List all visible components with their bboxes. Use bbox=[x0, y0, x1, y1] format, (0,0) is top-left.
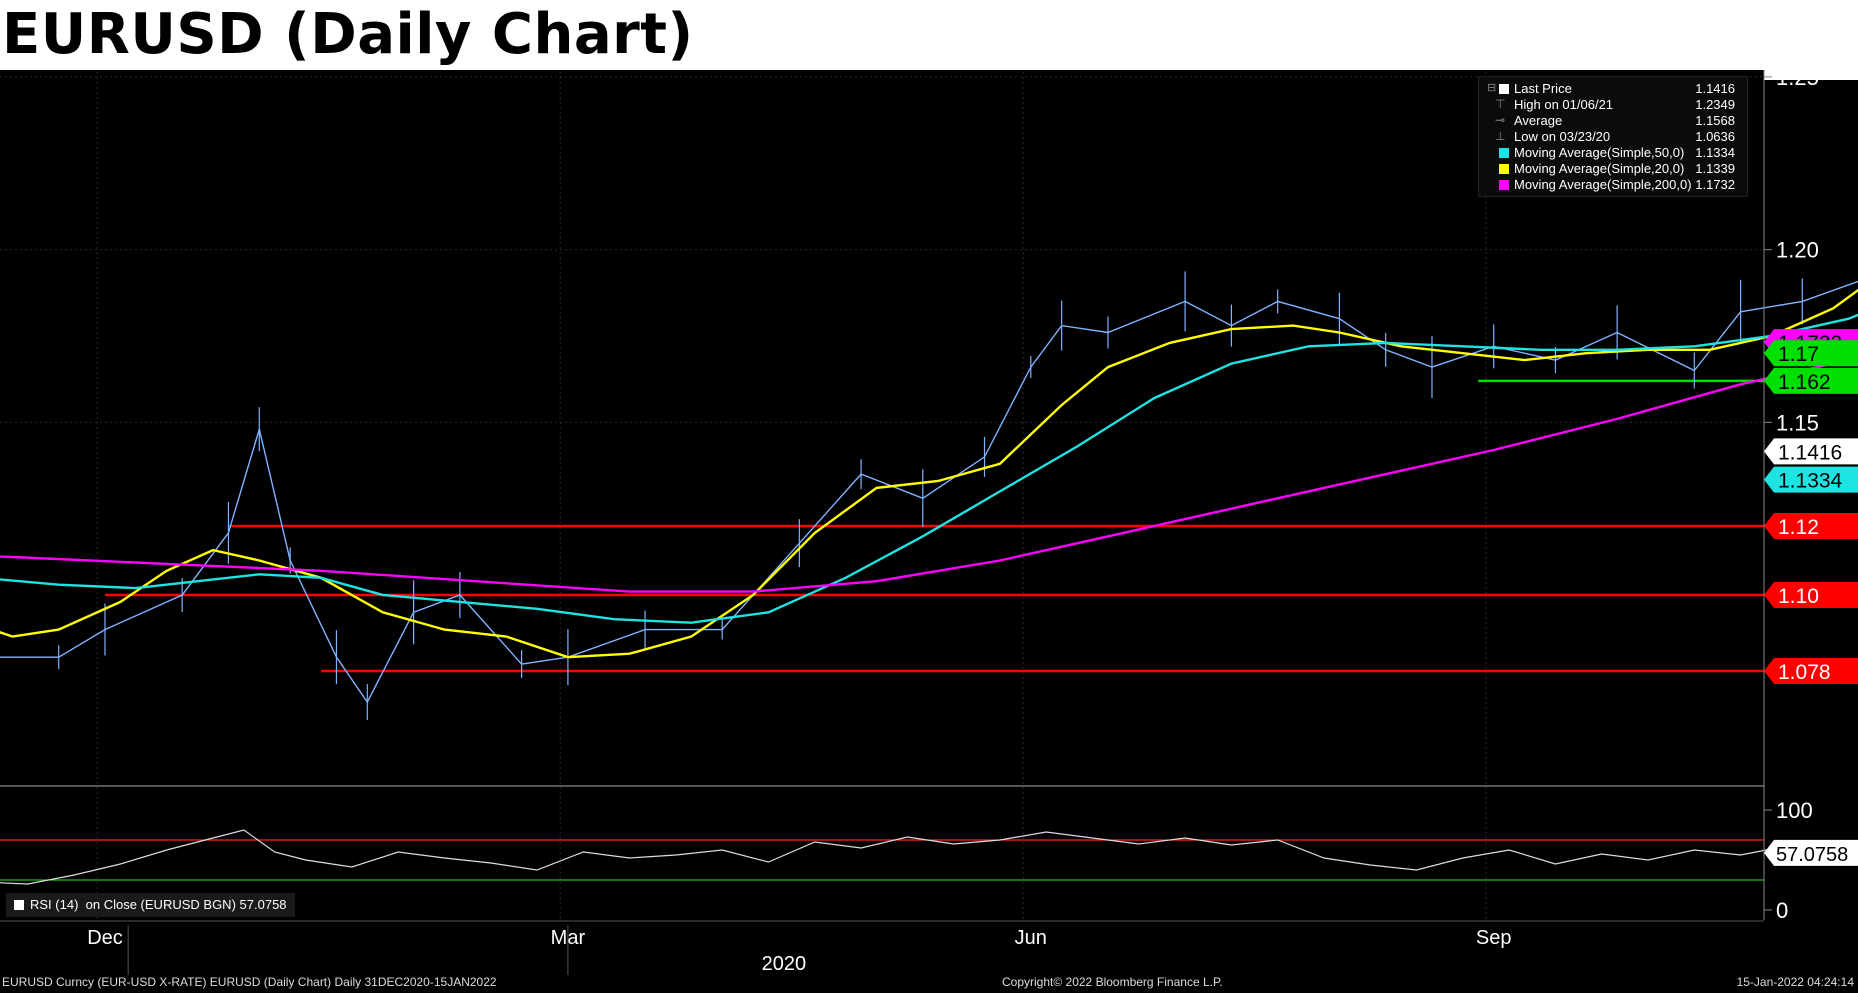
x-tick-label: Dec bbox=[87, 927, 123, 949]
axes: 1.25 1.20 1.15 bbox=[1763, 70, 1819, 920]
price-line bbox=[0, 280, 1858, 704]
legend-value: 1.1334 bbox=[1695, 145, 1735, 160]
rsi-label-text: on Close (EURUSD BGN) bbox=[85, 897, 236, 912]
value-tag-bg bbox=[1764, 466, 1858, 493]
main-plot-area bbox=[0, 70, 1764, 785]
y-tick-label: 1.20 bbox=[1776, 238, 1819, 263]
legend-label: Moving Average(Simple,50,0) bbox=[1514, 145, 1685, 160]
legend-label: Average bbox=[1514, 113, 1563, 128]
value-tag-text: 1.1334 bbox=[1778, 470, 1843, 493]
legend-swatch bbox=[1499, 84, 1509, 94]
legend-row: Moving Average(Simple,20,0) 1.1339 bbox=[1479, 161, 1747, 177]
avg-marker-icon: ⊸ bbox=[1495, 113, 1506, 127]
rsi-tick-label: 0 bbox=[1776, 898, 1788, 923]
legend: ⊟ Last Price 1.1416 ⊤ High on 01/06/21 1.2349… bbox=[1478, 76, 1748, 197]
level-tag-bg bbox=[1764, 340, 1858, 367]
level-tag-text: 1.10 bbox=[1778, 585, 1819, 608]
level-tag-bg bbox=[1764, 658, 1858, 685]
legend-swatch bbox=[1499, 164, 1509, 174]
footer-center: Copyright© 2022 Bloomberg Finance L.P. bbox=[1002, 975, 1223, 989]
price-chart: 1.25 1.20 1.15 1.1416 1.1334 1.1732 1.17 1.162… bbox=[0, 70, 1858, 975]
legend-value: 1.0636 bbox=[1695, 129, 1735, 144]
legend-label: Moving Average(Simple,200,0) bbox=[1514, 177, 1692, 192]
legend-label: Last Price bbox=[1514, 81, 1572, 96]
collapse-icon[interactable]: ⊟ bbox=[1487, 82, 1497, 94]
rsi-value-tag-bg bbox=[1764, 839, 1858, 866]
legend-value: 1.1568 bbox=[1695, 113, 1735, 128]
footer-right: 15-Jan-2022 04:24:14 bbox=[1736, 975, 1854, 989]
x-axis: DecMarJunSepDecMarJunSepDecMarJun2019202… bbox=[87, 925, 1512, 975]
legend-swatch bbox=[1499, 180, 1509, 190]
rsi-label-name: RSI (14) bbox=[30, 897, 79, 912]
rsi-tick-label: 100 bbox=[1776, 798, 1813, 823]
legend-row: Moving Average(Simple,200,0) 1.1732 bbox=[1479, 177, 1747, 193]
legend-label: High on 01/06/21 bbox=[1514, 97, 1614, 112]
ma200-line bbox=[0, 356, 1858, 593]
rsi-label: RSI (14) on Close (EURUSD BGN) 57.0758 bbox=[6, 893, 295, 917]
level-tag-text: 1.17 bbox=[1778, 343, 1819, 366]
chart-title: EURUSD (Daily Chart) bbox=[2, 2, 694, 67]
high-marker-icon: ⊤ bbox=[1495, 97, 1506, 111]
legend-row: ⊥ Low on 03/23/20 1.0636 bbox=[1479, 129, 1747, 145]
level-tag-bg bbox=[1764, 367, 1858, 394]
legend-value: 1.1416 bbox=[1695, 81, 1735, 96]
y-tick-label: 1.25 bbox=[1776, 70, 1819, 90]
level-tag-text: 1.078 bbox=[1778, 661, 1831, 684]
rsi-swatch bbox=[14, 900, 24, 910]
legend-row: ⊟ Last Price 1.1416 bbox=[1479, 81, 1747, 97]
level-tag-text: 1.12 bbox=[1778, 516, 1819, 539]
chart-frame bbox=[0, 70, 1764, 922]
level-tag-bg bbox=[1764, 512, 1858, 539]
low-marker-icon: ⊥ bbox=[1495, 129, 1506, 143]
legend-swatch bbox=[1499, 148, 1509, 158]
rsi-panel: 100 0 57.0758 bbox=[0, 790, 1858, 923]
legend-label: Low on 03/23/20 bbox=[1514, 129, 1611, 144]
value-tag-text: 1.1416 bbox=[1778, 441, 1842, 464]
x-tick-label: Jun bbox=[1015, 927, 1047, 949]
legend-value: 1.1339 bbox=[1695, 161, 1735, 176]
legend-value: 1.1732 bbox=[1695, 177, 1735, 192]
value-tag-bg bbox=[1764, 438, 1858, 465]
x-year-label: 2020 bbox=[762, 953, 807, 975]
x-tick-label: Sep bbox=[1476, 927, 1512, 949]
rsi-label-value: 57.0758 bbox=[239, 897, 287, 912]
title-band bbox=[0, 0, 1858, 80]
rsi-value-tag-text: 57.0758 bbox=[1776, 844, 1848, 866]
legend-label: Moving Average(Simple,20,0) bbox=[1514, 161, 1685, 176]
legend-row: Moving Average(Simple,50,0) 1.1334 bbox=[1479, 145, 1747, 161]
footer-left: EURUSD Curncy (EUR-USD X-RATE) EURUSD (D… bbox=[2, 975, 497, 989]
legend-value: 1.2349 bbox=[1695, 97, 1735, 112]
legend-row: ⊤ High on 01/06/21 1.2349 bbox=[1479, 97, 1747, 113]
level-tag-text: 1.162 bbox=[1778, 371, 1831, 394]
ma20-line bbox=[0, 288, 1858, 659]
level-tag-bg bbox=[1764, 582, 1858, 609]
legend-row: ⊸ Average 1.1568 bbox=[1479, 113, 1747, 129]
rsi-line bbox=[0, 829, 1858, 885]
grid bbox=[0, 72, 1764, 920]
y-tick-label: 1.15 bbox=[1776, 410, 1819, 435]
